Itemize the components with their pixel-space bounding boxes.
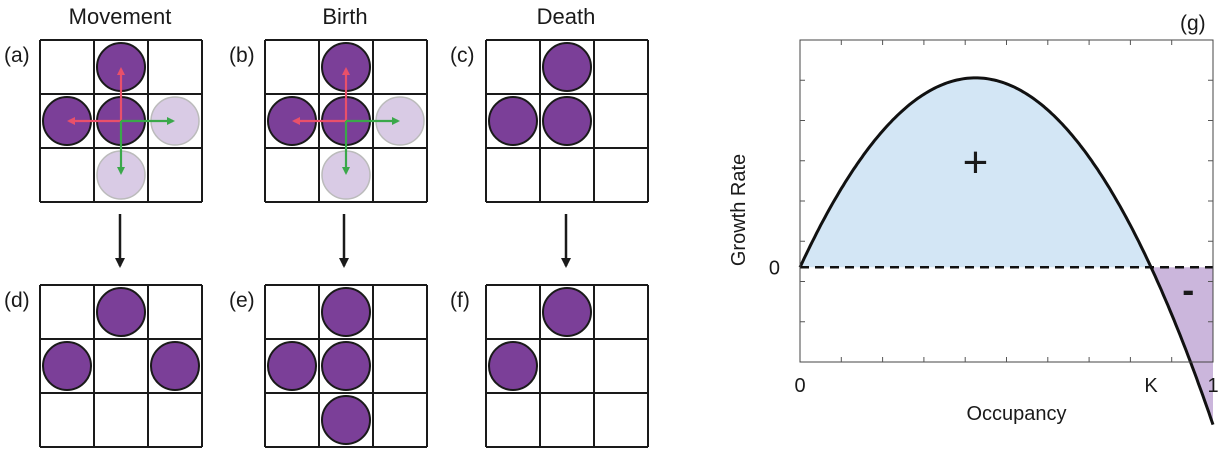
agent-circle: [267, 341, 317, 391]
panel-label-f: (f): [450, 289, 470, 312]
negative-region-label: -: [1182, 269, 1194, 310]
panel-label-c: (c): [450, 44, 475, 67]
x-tick-labels: 0 K 1: [794, 375, 1218, 397]
agent-circle: [542, 42, 592, 92]
agent-circle: [488, 341, 538, 391]
agent-circle: [321, 287, 371, 337]
positive-region-label: +: [963, 138, 989, 187]
direction-arrows: [67, 67, 400, 175]
panel-label-d: (d): [4, 289, 30, 312]
y-tick-label: 0: [769, 257, 780, 279]
x-tick-label: 0: [794, 375, 805, 397]
panel-label-a: (a): [4, 44, 30, 67]
agent-circle: [542, 96, 592, 146]
agents-layer: [42, 42, 592, 445]
x-tick-label: K: [1144, 375, 1158, 397]
panel-label-b: (b): [229, 44, 255, 67]
title-death: Death: [537, 4, 596, 29]
y-axis-label: Growth Rate: [728, 154, 750, 266]
grid-c: [485, 39, 649, 203]
agent-circle: [321, 341, 371, 391]
grid-e: [264, 284, 428, 448]
title-movement: Movement: [69, 4, 172, 29]
panel-label-g: (g): [1180, 12, 1206, 35]
negative-region: [1151, 267, 1213, 425]
grid-f: [485, 284, 649, 448]
grid-d: [39, 284, 203, 448]
agent-circle: [96, 287, 146, 337]
agent-circle: [542, 287, 592, 337]
agent-circle: [321, 395, 371, 445]
x-axis-label: Occupancy: [966, 403, 1066, 425]
title-birth: Birth: [322, 4, 367, 29]
growth-curve: [798, 76, 1215, 426]
agent-circle: [488, 96, 538, 146]
agent-circle: [42, 341, 92, 391]
minor-ticks: [800, 40, 1213, 362]
agent-circle: [150, 341, 200, 391]
growth-rate-chart: + - 0 K 1 0 Occupancy Growth Rate: [728, 39, 1219, 426]
panel-label-e: (e): [229, 289, 255, 312]
x-tick-label: 1: [1207, 375, 1218, 397]
y-tick-labels: 0: [769, 257, 780, 279]
